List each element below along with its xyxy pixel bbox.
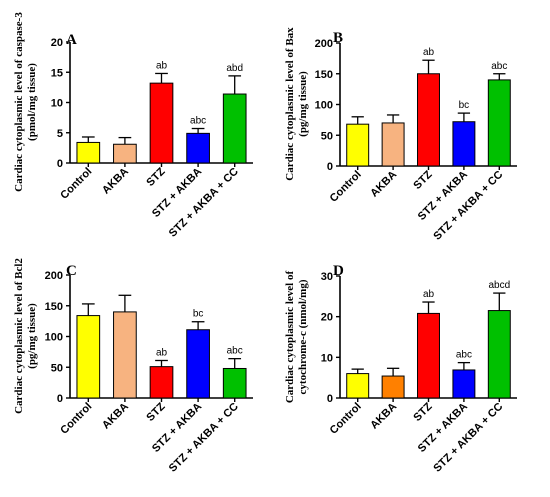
- category-label: STZ: [411, 400, 434, 423]
- bar: [222, 367, 247, 399]
- y-axis-label: Cardiac cytoplasmic level of caspase-3(p…: [13, 12, 38, 192]
- bar: [417, 312, 440, 399]
- significance-label: abd: [226, 63, 243, 74]
- y-tick-label: 0: [57, 158, 63, 170]
- bar: [381, 375, 405, 399]
- y-tick-label: 100: [45, 332, 63, 344]
- y-tick-label: 10: [51, 98, 63, 110]
- bar: [346, 123, 370, 167]
- significance-label: bc: [459, 100, 470, 111]
- y-tick-label: 200: [45, 270, 63, 282]
- significance-label: abc: [190, 116, 206, 127]
- significance-label: abc: [456, 350, 472, 361]
- category-label: Control: [328, 169, 364, 205]
- bar: [76, 315, 101, 399]
- y-tick-label: 0: [327, 161, 333, 173]
- y-axis-label-line: (pg/mg tissue): [297, 71, 309, 137]
- bar: [452, 121, 476, 167]
- y-tick-label: 200: [315, 38, 333, 50]
- significance-label: abcd: [488, 280, 510, 291]
- bar: [487, 79, 511, 167]
- bar: [149, 82, 174, 164]
- chart-panel-d: D Cardiac cytoplasmic level ofcytochrome-…: [284, 263, 517, 475]
- bar: [186, 329, 210, 399]
- bar: [149, 366, 174, 399]
- y-axis-label-line: Cardiac cytoplasmic level of Bcl2: [13, 258, 25, 414]
- significance-label: ab: [423, 289, 435, 300]
- y-axis-label-line: (pmol/mg tissue): [26, 63, 38, 141]
- category-label: AKBA: [368, 169, 399, 200]
- bar: [113, 143, 137, 164]
- y-axis-label-line: Cardiac cytoplasmic level of Bax: [284, 27, 296, 181]
- bar: [417, 73, 440, 167]
- chart-panel-a: A Cardiac cytoplasmic level of caspase-3(…: [13, 12, 253, 240]
- bar: [381, 122, 405, 167]
- y-axis-label: Cardiac cytoplasmic level ofcytochrome-c…: [284, 271, 309, 404]
- y-tick-label: 30: [321, 271, 333, 283]
- y-axis-label-line: cytochrome-c (nmol/mg): [297, 279, 309, 394]
- category-label: AKBA: [100, 401, 131, 432]
- y-tick-label: 50: [321, 130, 333, 142]
- y-tick-label: 15: [51, 67, 63, 79]
- y-tick-label: 150: [315, 69, 333, 81]
- y-axis-label-line: (pg/mg tissue): [26, 303, 38, 369]
- category-label: Control: [328, 401, 364, 437]
- y-tick-label: 0: [57, 393, 63, 405]
- y-tick-label: 20: [321, 312, 333, 324]
- chart-panel-c: C Cardiac cytoplasmic level of Bcl2(pg/mg…: [13, 258, 253, 475]
- category-label: STZ + AKBA + CC: [431, 401, 505, 475]
- panel-letter: D: [333, 263, 344, 279]
- significance-label: abc: [491, 61, 507, 72]
- category-label: AKBA: [100, 166, 131, 197]
- y-tick-label: 5: [57, 128, 63, 140]
- category-label: STZ + AKBA + CC: [167, 166, 241, 240]
- significance-label: abc: [227, 346, 243, 357]
- category-label: STZ: [144, 400, 167, 423]
- category-label: STZ + AKBA + CC: [167, 401, 241, 475]
- y-tick-label: 10: [321, 352, 333, 364]
- category-label: STZ: [144, 165, 167, 188]
- bar: [76, 141, 101, 164]
- bar: [346, 373, 370, 399]
- category-label: Control: [58, 166, 94, 202]
- significance-label: ab: [156, 60, 168, 71]
- y-axis-label-line: Cardiac cytoplasmic level of: [284, 271, 296, 404]
- bar: [222, 93, 247, 164]
- y-tick-label: 100: [315, 100, 333, 112]
- panel-letter: B: [333, 30, 343, 46]
- y-axis-label-line: Cardiac cytoplasmic level of caspase-3: [13, 12, 25, 192]
- y-tick-label: 0: [327, 393, 333, 405]
- category-label: STZ + AKBA + CC: [431, 169, 505, 243]
- bar: [452, 369, 476, 399]
- significance-label: ab: [423, 47, 435, 58]
- bar: [113, 311, 137, 399]
- category-label: Control: [58, 401, 94, 437]
- category-label: STZ: [411, 168, 434, 191]
- significance-label: bc: [193, 309, 204, 320]
- y-axis-label: Cardiac cytoplasmic level of Bcl2(pg/mg …: [13, 258, 38, 414]
- bar: [487, 310, 511, 399]
- y-axis-label: Cardiac cytoplasmic level of Bax(pg/mg t…: [284, 27, 309, 181]
- category-label: AKBA: [368, 401, 399, 432]
- panel-letter: A: [66, 32, 77, 48]
- panel-letter: C: [66, 263, 77, 279]
- significance-label: ab: [156, 347, 168, 358]
- chart-panel-b: B Cardiac cytoplasmic level of Bax(pg/mg …: [284, 27, 517, 243]
- y-tick-label: 150: [45, 301, 63, 313]
- bar: [186, 132, 210, 164]
- y-tick-label: 20: [51, 37, 63, 49]
- y-tick-label: 50: [51, 362, 63, 374]
